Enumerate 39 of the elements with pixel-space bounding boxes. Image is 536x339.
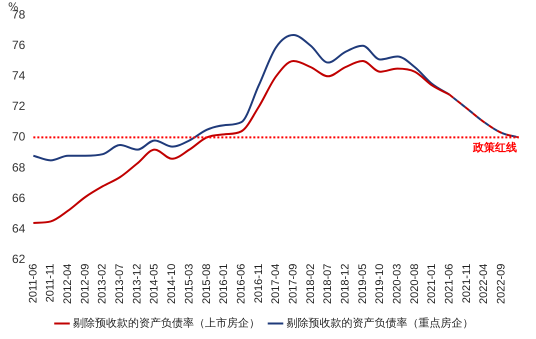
- x-tick-label: 2013-02: [96, 264, 109, 304]
- x-tick-label: 2021-11: [460, 264, 473, 304]
- x-tick-label: 2022-04: [478, 264, 490, 304]
- x-tick-label: 2020-08: [408, 264, 421, 304]
- x-tick-label: 2011-11: [44, 264, 57, 302]
- x-tick-label: 2018-02: [304, 264, 317, 304]
- x-tick-label: 2021-01: [426, 264, 438, 304]
- y-tick-label: 68: [12, 160, 26, 174]
- x-tick-label: 2012-09: [79, 264, 92, 304]
- x-tick-label: 2018-12: [339, 264, 352, 304]
- x-tick-label: 2021-06: [443, 264, 456, 304]
- x-tick-label: 2015-03: [183, 264, 196, 304]
- x-tick-label: 2011-06: [27, 264, 40, 304]
- x-tick-label: 2016-06: [235, 264, 248, 304]
- ref-line-label: 政策红线: [472, 140, 517, 154]
- legend-label: 剔除预收款的资产负债率（重点房企）: [286, 316, 474, 330]
- x-tick-label: 2022-09: [495, 264, 508, 304]
- x-tick-label: 2013-12: [131, 264, 144, 304]
- x-tick-label: 2016-01: [218, 264, 230, 304]
- y-tick-label: 76: [12, 38, 26, 52]
- y-tick-label: 66: [12, 190, 26, 205]
- x-tick-label: 2015-08: [200, 264, 213, 304]
- y-tick-label: 62: [12, 252, 26, 266]
- x-tick-label: 2017-04: [270, 264, 282, 304]
- x-tick-label: 2019-10: [374, 264, 386, 304]
- x-tick-label: 2014-10: [166, 264, 178, 304]
- y-tick-label: 74: [12, 68, 26, 83]
- x-tick-label: 2019-05: [356, 264, 369, 304]
- y-tick-label: 70: [12, 130, 26, 144]
- x-tick-label: 2013-07: [114, 264, 126, 304]
- y-tick-label: 72: [12, 99, 26, 114]
- x-tick-label: 2018-07: [322, 264, 334, 304]
- x-tick-label: 2014-05: [148, 264, 161, 304]
- x-tick-label: 2017-09: [287, 264, 300, 304]
- x-tick-label: 2016-11: [252, 264, 265, 304]
- x-tick-label: 2020-03: [391, 264, 404, 304]
- y-tick-label: 64: [12, 221, 26, 236]
- legend-label: 剔除预收款的资产负债率（上市房企）: [73, 316, 260, 330]
- x-tick-label: 2012-04: [62, 264, 74, 304]
